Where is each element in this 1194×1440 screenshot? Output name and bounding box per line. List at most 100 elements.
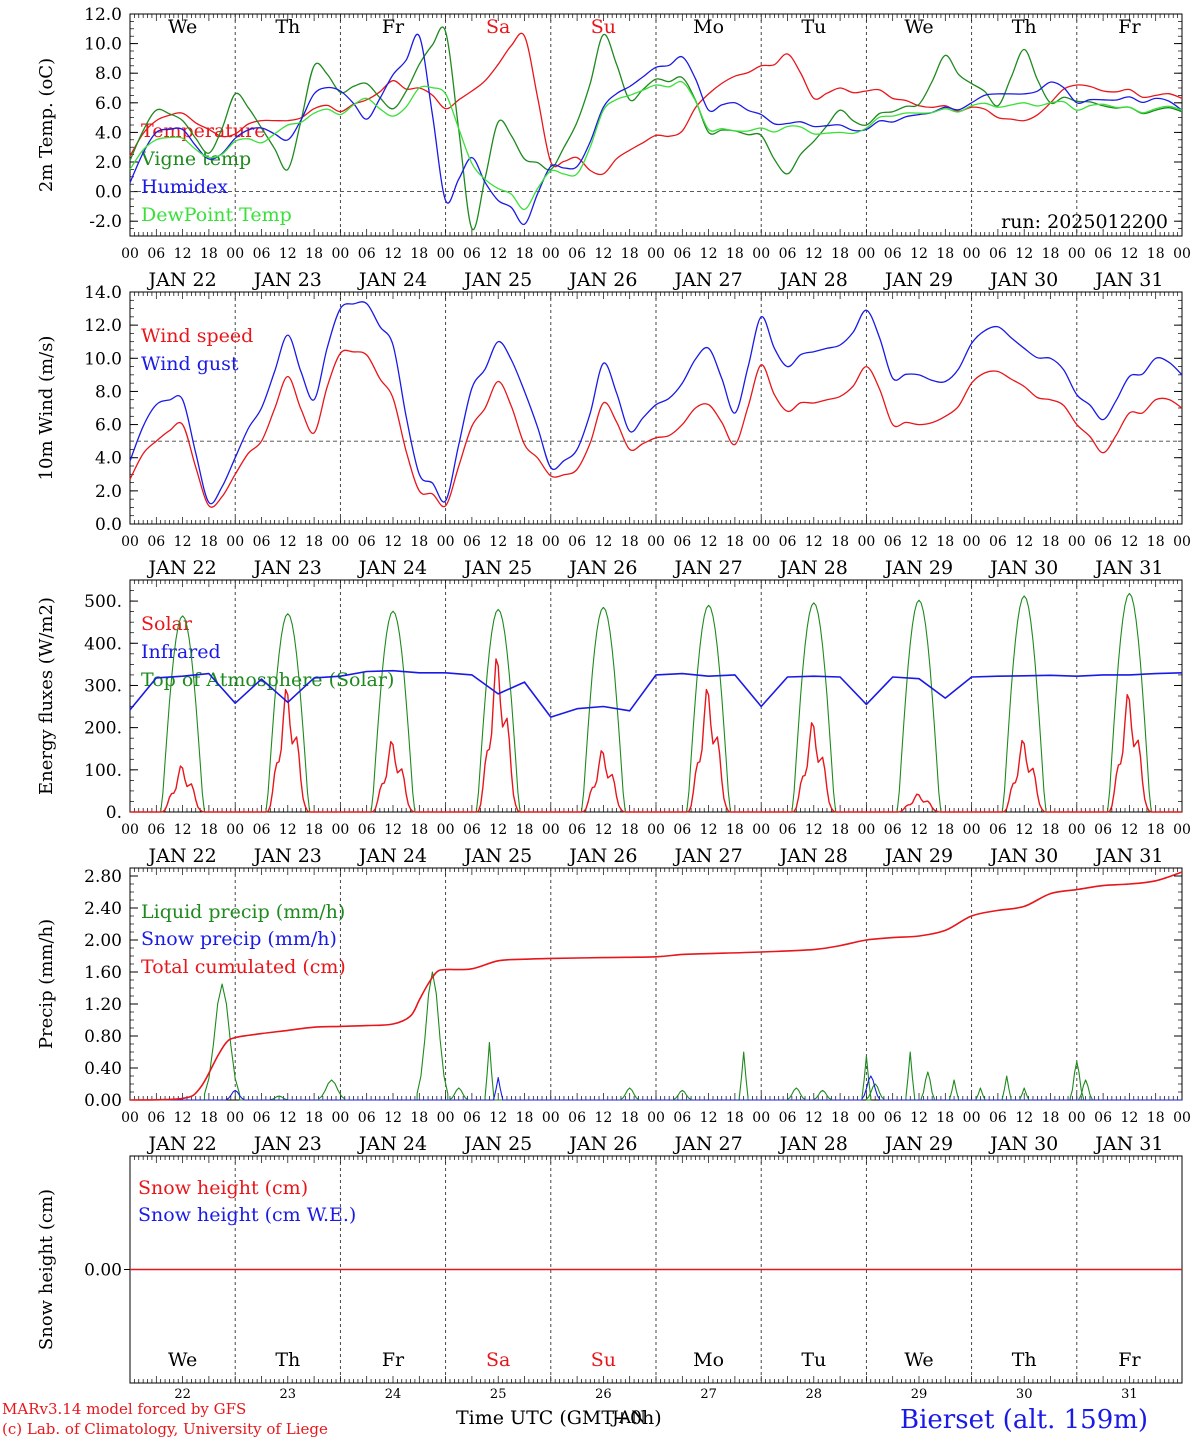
date-label: JAN 31 — [1093, 1133, 1163, 1155]
hour-tick-label: 00 — [1068, 822, 1086, 838]
hour-tick-label: 00 — [857, 246, 875, 262]
hour-tick-label: 18 — [1147, 1110, 1165, 1126]
y-tick-label: 0.00 — [84, 1091, 122, 1111]
y-tick-label: 1.60 — [84, 963, 122, 983]
y-axis-label: 10m Wind (m/s) — [36, 336, 57, 481]
hour-tick-label: 00 — [647, 246, 665, 262]
y-tick-label: 1.20 — [84, 995, 122, 1015]
date-label: JAN 31 — [1093, 557, 1163, 579]
date-label: JAN 31 — [1093, 845, 1163, 867]
day-name-label: Mo — [693, 16, 724, 38]
hour-tick-label: 06 — [147, 822, 165, 838]
hour-tick-label: 12 — [489, 534, 507, 550]
series-line-solar — [130, 658, 1182, 813]
y-tick-label: 12.0 — [84, 5, 122, 25]
hour-tick-label: 06 — [147, 246, 165, 262]
date-label: JAN 31 — [1093, 269, 1163, 291]
date-label: JAN 29 — [883, 557, 953, 579]
y-tick-label: 400. — [84, 634, 122, 654]
date-label: JAN 24 — [357, 269, 427, 291]
station-label: Bierset (alt. 159m) — [900, 1405, 1148, 1435]
hour-tick-label: 18 — [621, 534, 639, 550]
hour-tick-label: 00 — [437, 534, 455, 550]
y-tick-label: 6.0 — [95, 94, 122, 114]
hour-tick-label: 12 — [594, 534, 612, 550]
y-tick-label: 2.40 — [84, 899, 122, 919]
y-axis-label: Snow height (cm) — [36, 1189, 57, 1350]
day-name-label: We — [168, 1349, 197, 1371]
y-axis-label: Precip (mm/h) — [36, 919, 57, 1049]
day-name-label: Tu — [801, 16, 826, 38]
hour-tick-label: 18 — [200, 534, 218, 550]
hour-tick-label: 00 — [121, 822, 139, 838]
y-tick-label: 2.0 — [95, 482, 122, 502]
hour-tick-label: 18 — [305, 1110, 323, 1126]
date-label: JAN 28 — [778, 269, 848, 291]
hour-tick-label: 18 — [936, 1110, 954, 1126]
date-label: JAN 24 — [357, 845, 427, 867]
day-number-label: 31 — [1121, 1387, 1138, 1402]
hour-tick-label: 12 — [174, 1110, 192, 1126]
hour-tick-label: 00 — [437, 822, 455, 838]
hour-tick-label: 18 — [936, 534, 954, 550]
x-axis-overlap-label: JAN — [610, 1408, 646, 1428]
hour-tick-label: 00 — [647, 822, 665, 838]
hour-tick-label: 18 — [726, 534, 744, 550]
y-tick-label: 0.0 — [95, 515, 122, 535]
y-tick-label: 8.0 — [95, 64, 122, 84]
hour-tick-label: 00 — [542, 246, 560, 262]
hour-tick-label: 12 — [805, 534, 823, 550]
hour-tick-label: 12 — [1120, 534, 1138, 550]
day-name-label: Mo — [693, 1349, 724, 1371]
hour-tick-label: 12 — [700, 1110, 718, 1126]
y-tick-label: 0.00 — [84, 1261, 122, 1281]
hour-tick-label: 06 — [1094, 534, 1112, 550]
hour-tick-label: 06 — [358, 1110, 376, 1126]
legend-entry: Solar — [141, 613, 193, 635]
date-label: JAN 25 — [462, 1133, 532, 1155]
hour-tick-label: 00 — [752, 246, 770, 262]
date-label: JAN 27 — [673, 1133, 743, 1155]
hour-tick-label: 00 — [1173, 534, 1191, 550]
hour-tick-label: 06 — [779, 1110, 797, 1126]
hour-tick-label: 00 — [437, 1110, 455, 1126]
hour-tick-label: 06 — [1094, 246, 1112, 262]
date-label: JAN 24 — [357, 557, 427, 579]
day-name-label: Fr — [382, 1349, 405, 1371]
hour-tick-label: 06 — [779, 822, 797, 838]
day-name-label: Sa — [486, 1349, 510, 1371]
legend-entry: Infrared — [141, 641, 221, 663]
panel-3: 0. 100. 200. 300. 400. 500. Energy fluxes (W/m… — [36, 579, 1191, 867]
hour-tick-label: 18 — [516, 1110, 534, 1126]
legend-entry: Snow precip (mm/h) — [141, 928, 337, 950]
legend-entry: Wind gust — [141, 353, 239, 375]
hour-tick-label: 06 — [358, 822, 376, 838]
date-label: JAN 29 — [883, 1133, 953, 1155]
hour-tick-label: 00 — [331, 246, 349, 262]
hour-tick-label: 12 — [489, 1110, 507, 1126]
hour-tick-label: 12 — [1120, 822, 1138, 838]
hour-tick-label: 12 — [1015, 822, 1033, 838]
hour-tick-label: 00 — [542, 534, 560, 550]
hour-tick-label: 12 — [700, 246, 718, 262]
date-label: JAN 30 — [988, 269, 1058, 291]
hour-tick-label: 18 — [516, 534, 534, 550]
hour-tick-label: 06 — [884, 822, 902, 838]
legend-entry: Top of Atmosphere (Solar) — [141, 669, 394, 691]
hour-tick-label: 06 — [673, 822, 691, 838]
date-label: JAN 24 — [357, 1133, 427, 1155]
day-number-label: 26 — [595, 1387, 612, 1402]
y-tick-label: 200. — [84, 719, 122, 739]
y-tick-label: 10.0 — [84, 35, 122, 55]
hour-tick-label: 18 — [831, 534, 849, 550]
day-name-label: Su — [591, 1349, 616, 1371]
hour-tick-label: 00 — [121, 246, 139, 262]
hour-tick-label: 18 — [410, 534, 428, 550]
hour-tick-label: 00 — [1173, 822, 1191, 838]
y-tick-label: 10.0 — [84, 349, 122, 369]
hour-tick-label: 18 — [621, 246, 639, 262]
hour-tick-label: 18 — [1042, 246, 1060, 262]
date-label: JAN 28 — [778, 557, 848, 579]
hour-tick-label: 12 — [805, 1110, 823, 1126]
day-number-label: 24 — [385, 1387, 402, 1402]
